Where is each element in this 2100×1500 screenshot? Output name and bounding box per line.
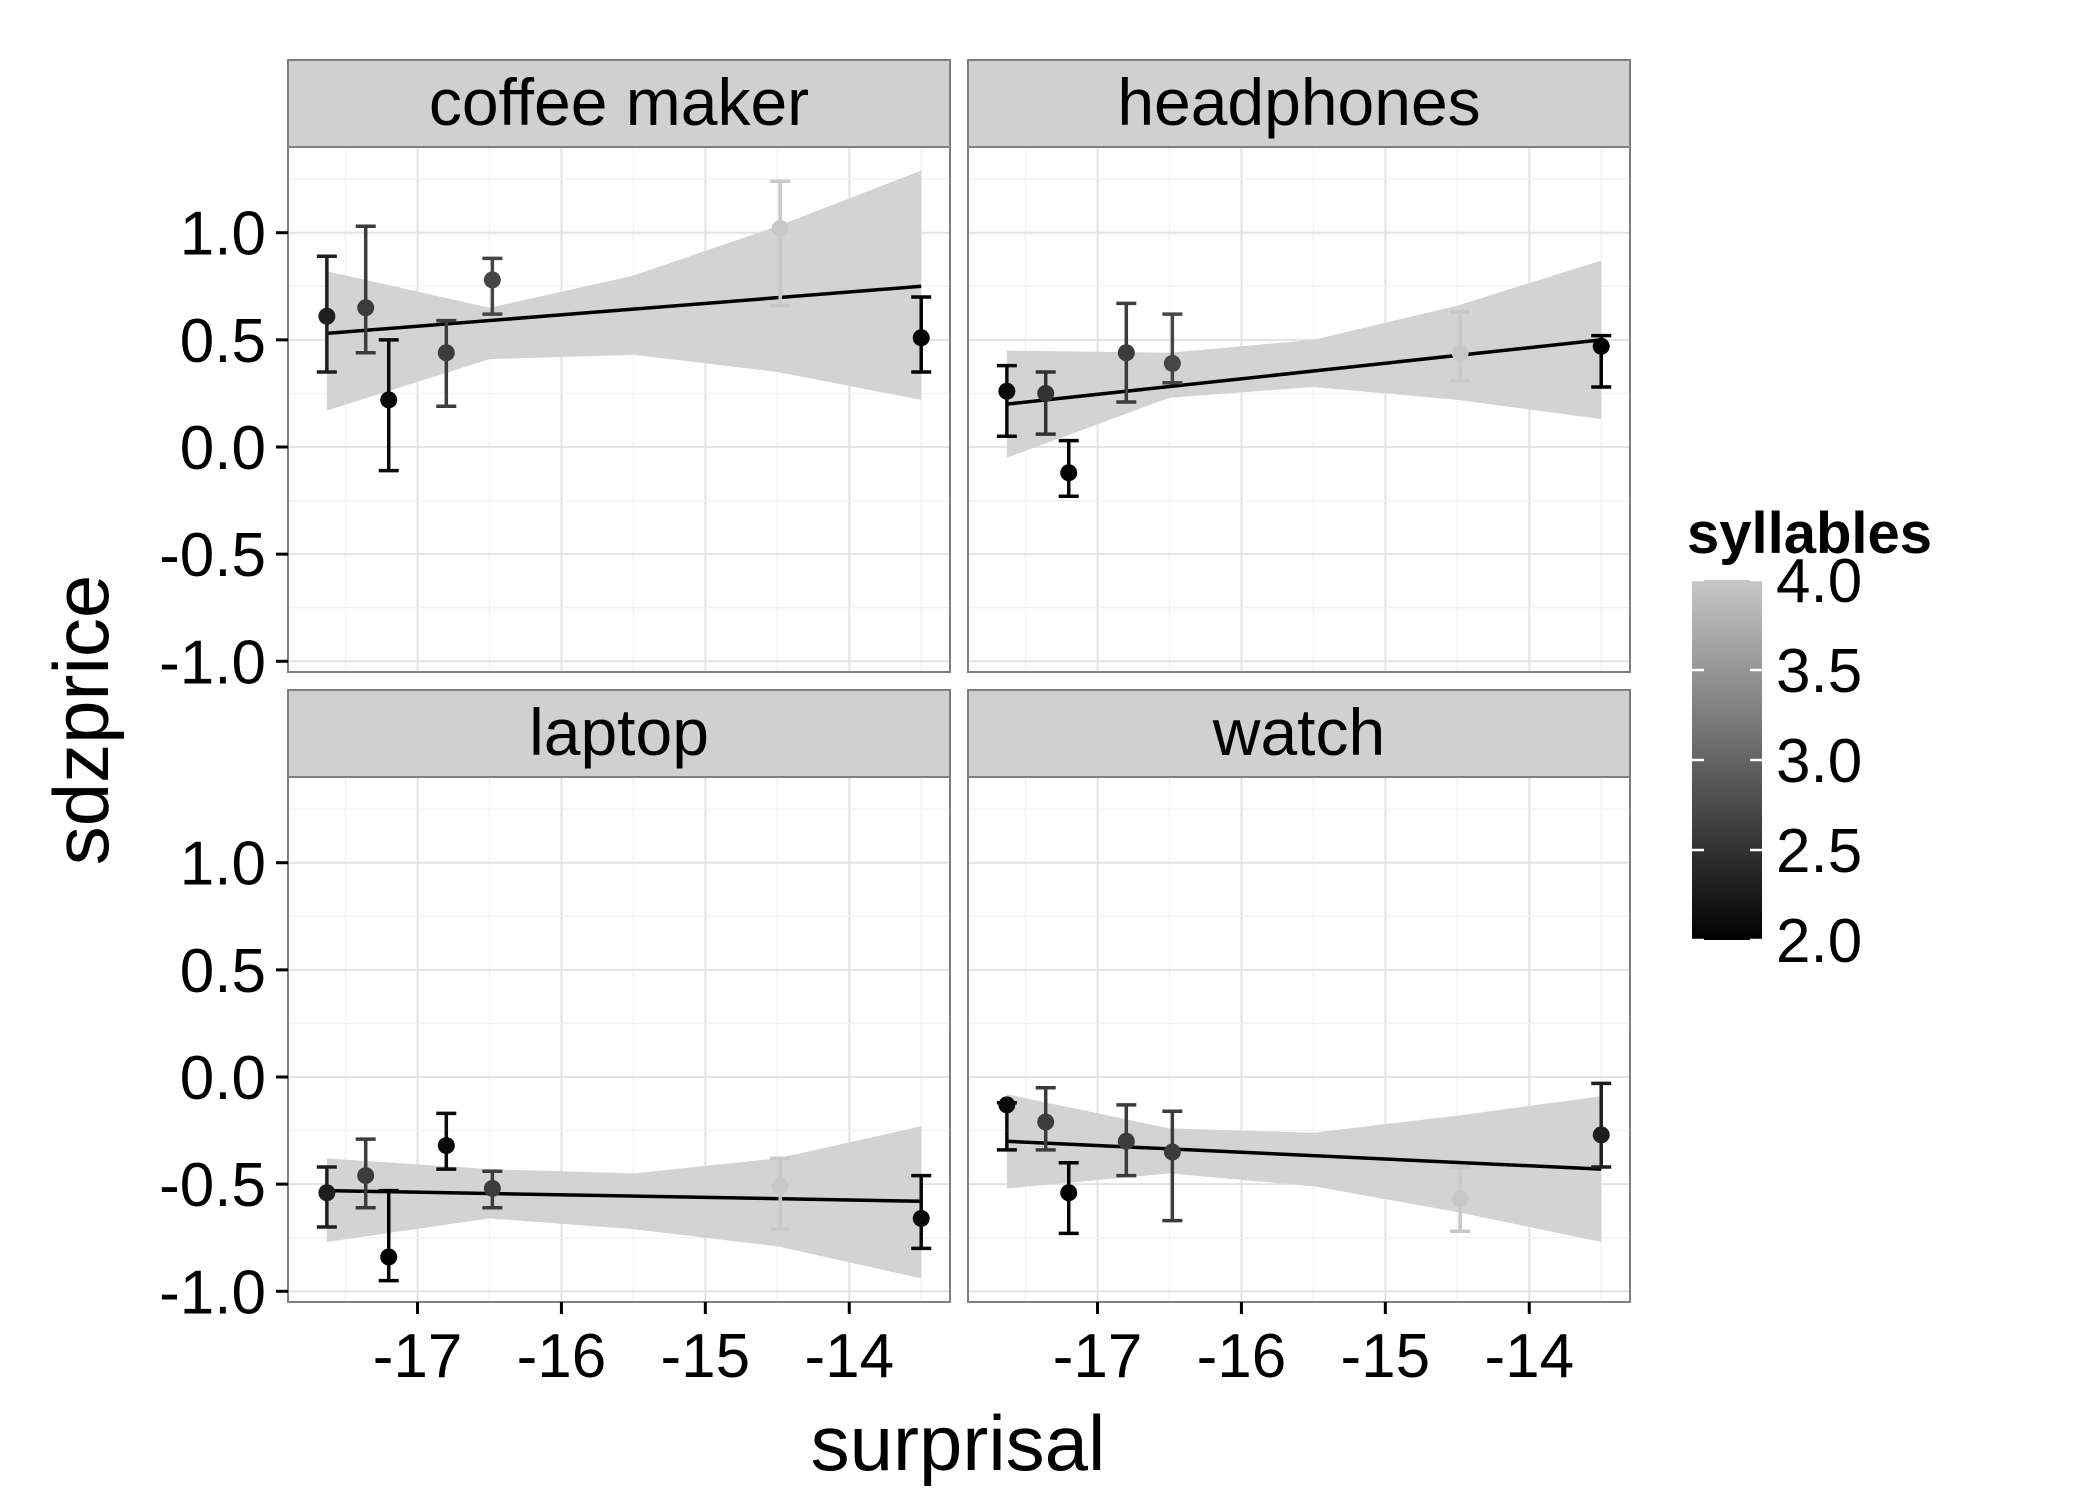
x-tick-label: -17 — [373, 1322, 463, 1391]
data-point — [1163, 354, 1181, 372]
panel-border — [967, 776, 1631, 1303]
y-tick-label: 1.0 — [180, 200, 266, 269]
data-point — [771, 1177, 789, 1195]
data-point — [318, 307, 336, 325]
error-bar — [378, 1188, 399, 1283]
x-tick-label: -15 — [1341, 1322, 1431, 1391]
colorbar-tick-label: 4.0 — [1776, 547, 1862, 616]
error-bar — [1162, 1109, 1183, 1223]
data-point — [318, 1184, 336, 1202]
data-point — [1037, 384, 1055, 402]
legend-title: syllables — [1687, 501, 1932, 566]
y-axis-title: sdzprice — [37, 575, 125, 865]
data-point — [998, 1096, 1016, 1114]
data-point — [912, 1209, 930, 1227]
fit-line — [326, 1188, 922, 1204]
panel-strip — [287, 689, 951, 778]
panel-title: laptop — [529, 695, 709, 769]
data-point — [357, 299, 375, 317]
panel-strip — [967, 59, 1631, 148]
colorbar-tick-label: 3.0 — [1776, 727, 1862, 796]
fit-line — [1006, 338, 1602, 406]
colorbar-tick-label: 2.5 — [1776, 817, 1862, 886]
error-bar — [1591, 1081, 1612, 1169]
y-tick-label: -1.0 — [159, 1258, 266, 1327]
data-point — [1163, 1143, 1181, 1161]
y-tick-label: 0.0 — [180, 1044, 266, 1113]
panel-border — [287, 776, 951, 1303]
x-tick-label: -16 — [1197, 1322, 1287, 1391]
data-point — [1060, 464, 1078, 482]
x-tick-label: -17 — [1053, 1322, 1143, 1391]
x-tick-label: -14 — [804, 1322, 894, 1391]
x-tick-label: -14 — [1484, 1322, 1574, 1391]
confidence-band — [1006, 1094, 1602, 1242]
y-tick-label: -1.0 — [159, 628, 266, 697]
data-point — [1117, 1132, 1135, 1150]
data-point — [1037, 1113, 1055, 1131]
data-point — [380, 391, 398, 409]
y-tick-label: 0.5 — [180, 937, 266, 1006]
panel-coffee-maker: coffee maker — [287, 59, 951, 673]
error-bar — [770, 179, 791, 308]
panel-title: coffee maker — [429, 65, 809, 139]
panel-title: watch — [1212, 695, 1385, 769]
y-tick-label: 0.5 — [180, 307, 266, 376]
panels-layer: coffee maker headphones laptop watch — [287, 59, 1631, 1303]
confidence-band — [1006, 260, 1602, 458]
y-tick-label: -0.5 — [159, 521, 266, 590]
axes-layer: -1.0 -0.5 0.0 0.5 1.0 -1.0 -0.5 0.0 0.5 1.0 -17 -16… — [159, 200, 1574, 1391]
x-tick-label: -15 — [661, 1322, 751, 1391]
data-point — [998, 382, 1016, 400]
panel-border — [967, 146, 1631, 673]
panel-border — [287, 146, 951, 673]
x-tick-label: -16 — [517, 1322, 607, 1391]
data-point — [1451, 344, 1469, 362]
data-point — [483, 1179, 501, 1197]
error-bar — [355, 224, 376, 355]
data-point — [437, 344, 455, 362]
x-axis-title: surprisal — [811, 1399, 1106, 1487]
confidence-band — [326, 1126, 922, 1279]
fit-line — [326, 284, 922, 336]
panel-title: headphones — [1117, 65, 1480, 139]
data-point — [380, 1248, 398, 1266]
error-bar — [1035, 370, 1056, 436]
error-bar — [996, 363, 1017, 439]
colorbar-tick-label: 2.0 — [1776, 907, 1862, 976]
data-point — [483, 271, 501, 289]
data-point — [437, 1137, 455, 1155]
panel-strip — [287, 59, 951, 148]
data-point — [1117, 344, 1135, 362]
fit-line — [1006, 1139, 1602, 1171]
data-point — [912, 329, 930, 347]
data-point — [1060, 1184, 1078, 1202]
panel-headphones: headphones — [967, 59, 1631, 673]
y-tick-label: 1.0 — [180, 830, 266, 899]
y-tick-label: -0.5 — [159, 1151, 266, 1220]
panel-watch: watch — [967, 689, 1631, 1303]
colorbar-tick-label: 3.5 — [1776, 637, 1862, 706]
panel-strip — [967, 689, 1631, 778]
y-tick-label: 0.0 — [180, 414, 266, 483]
data-point — [1451, 1190, 1469, 1208]
data-point — [357, 1167, 375, 1185]
legend: syllables 2.0 2.5 3.0 3.5 4.0 — [1687, 501, 1932, 976]
data-point — [1592, 337, 1610, 355]
data-point — [1592, 1126, 1610, 1144]
data-point — [771, 219, 789, 237]
error-bar — [436, 318, 457, 409]
panel-laptop: laptop — [287, 689, 951, 1303]
